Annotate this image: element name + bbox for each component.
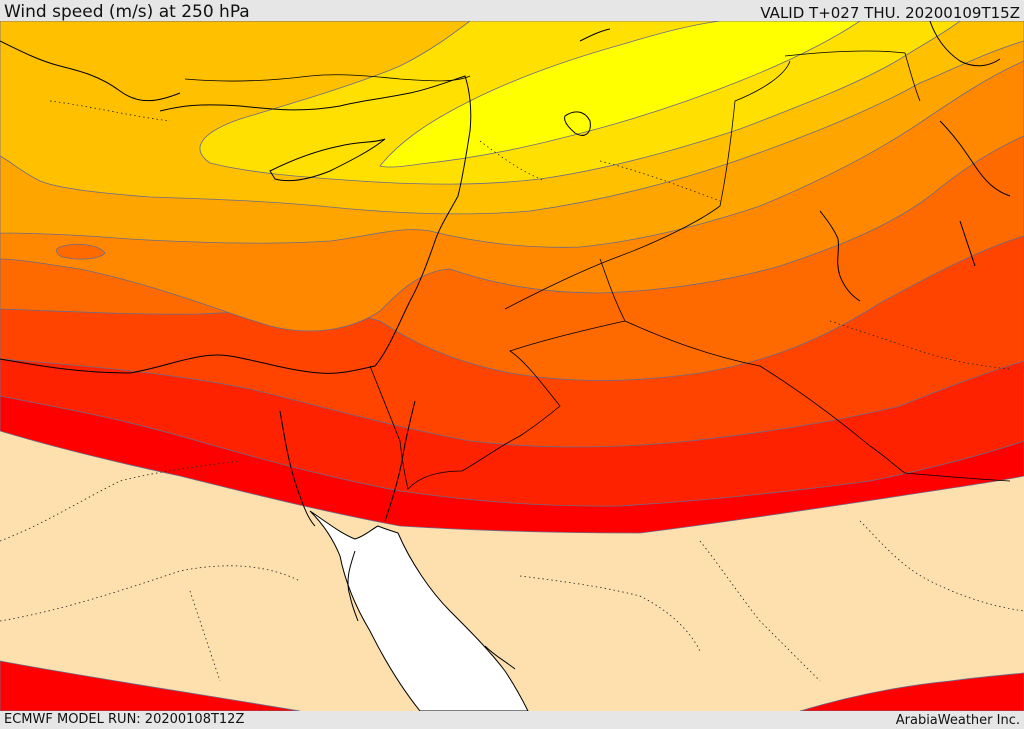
coastlines [0,21,1011,670]
admin-boundaries [0,100,1024,682]
wind-pocket [56,244,106,260]
wind-band-red-southwest [0,660,301,711]
wind-band-light-yellow [379,21,861,168]
header-bar: Wind speed (m/s) at 250 hPa VALID T+027 … [0,0,1024,21]
borders [184,50,1011,490]
credit-label: ArabiaWeather Inc. [895,713,1020,728]
red-sea [309,510,529,711]
wind-speed-map[interactable] [0,21,1024,711]
footer-bar: ECMWF MODEL RUN: 20200108T12Z ArabiaWeat… [0,711,1024,729]
model-run: ECMWF MODEL RUN: 20200108T12Z [4,712,245,727]
wind-band-red-southeast [799,672,1024,711]
map-title: Wind speed (m/s) at 250 hPa [4,2,250,22]
valid-time: VALID T+027 THU. 20200109T15Z [760,4,1020,22]
